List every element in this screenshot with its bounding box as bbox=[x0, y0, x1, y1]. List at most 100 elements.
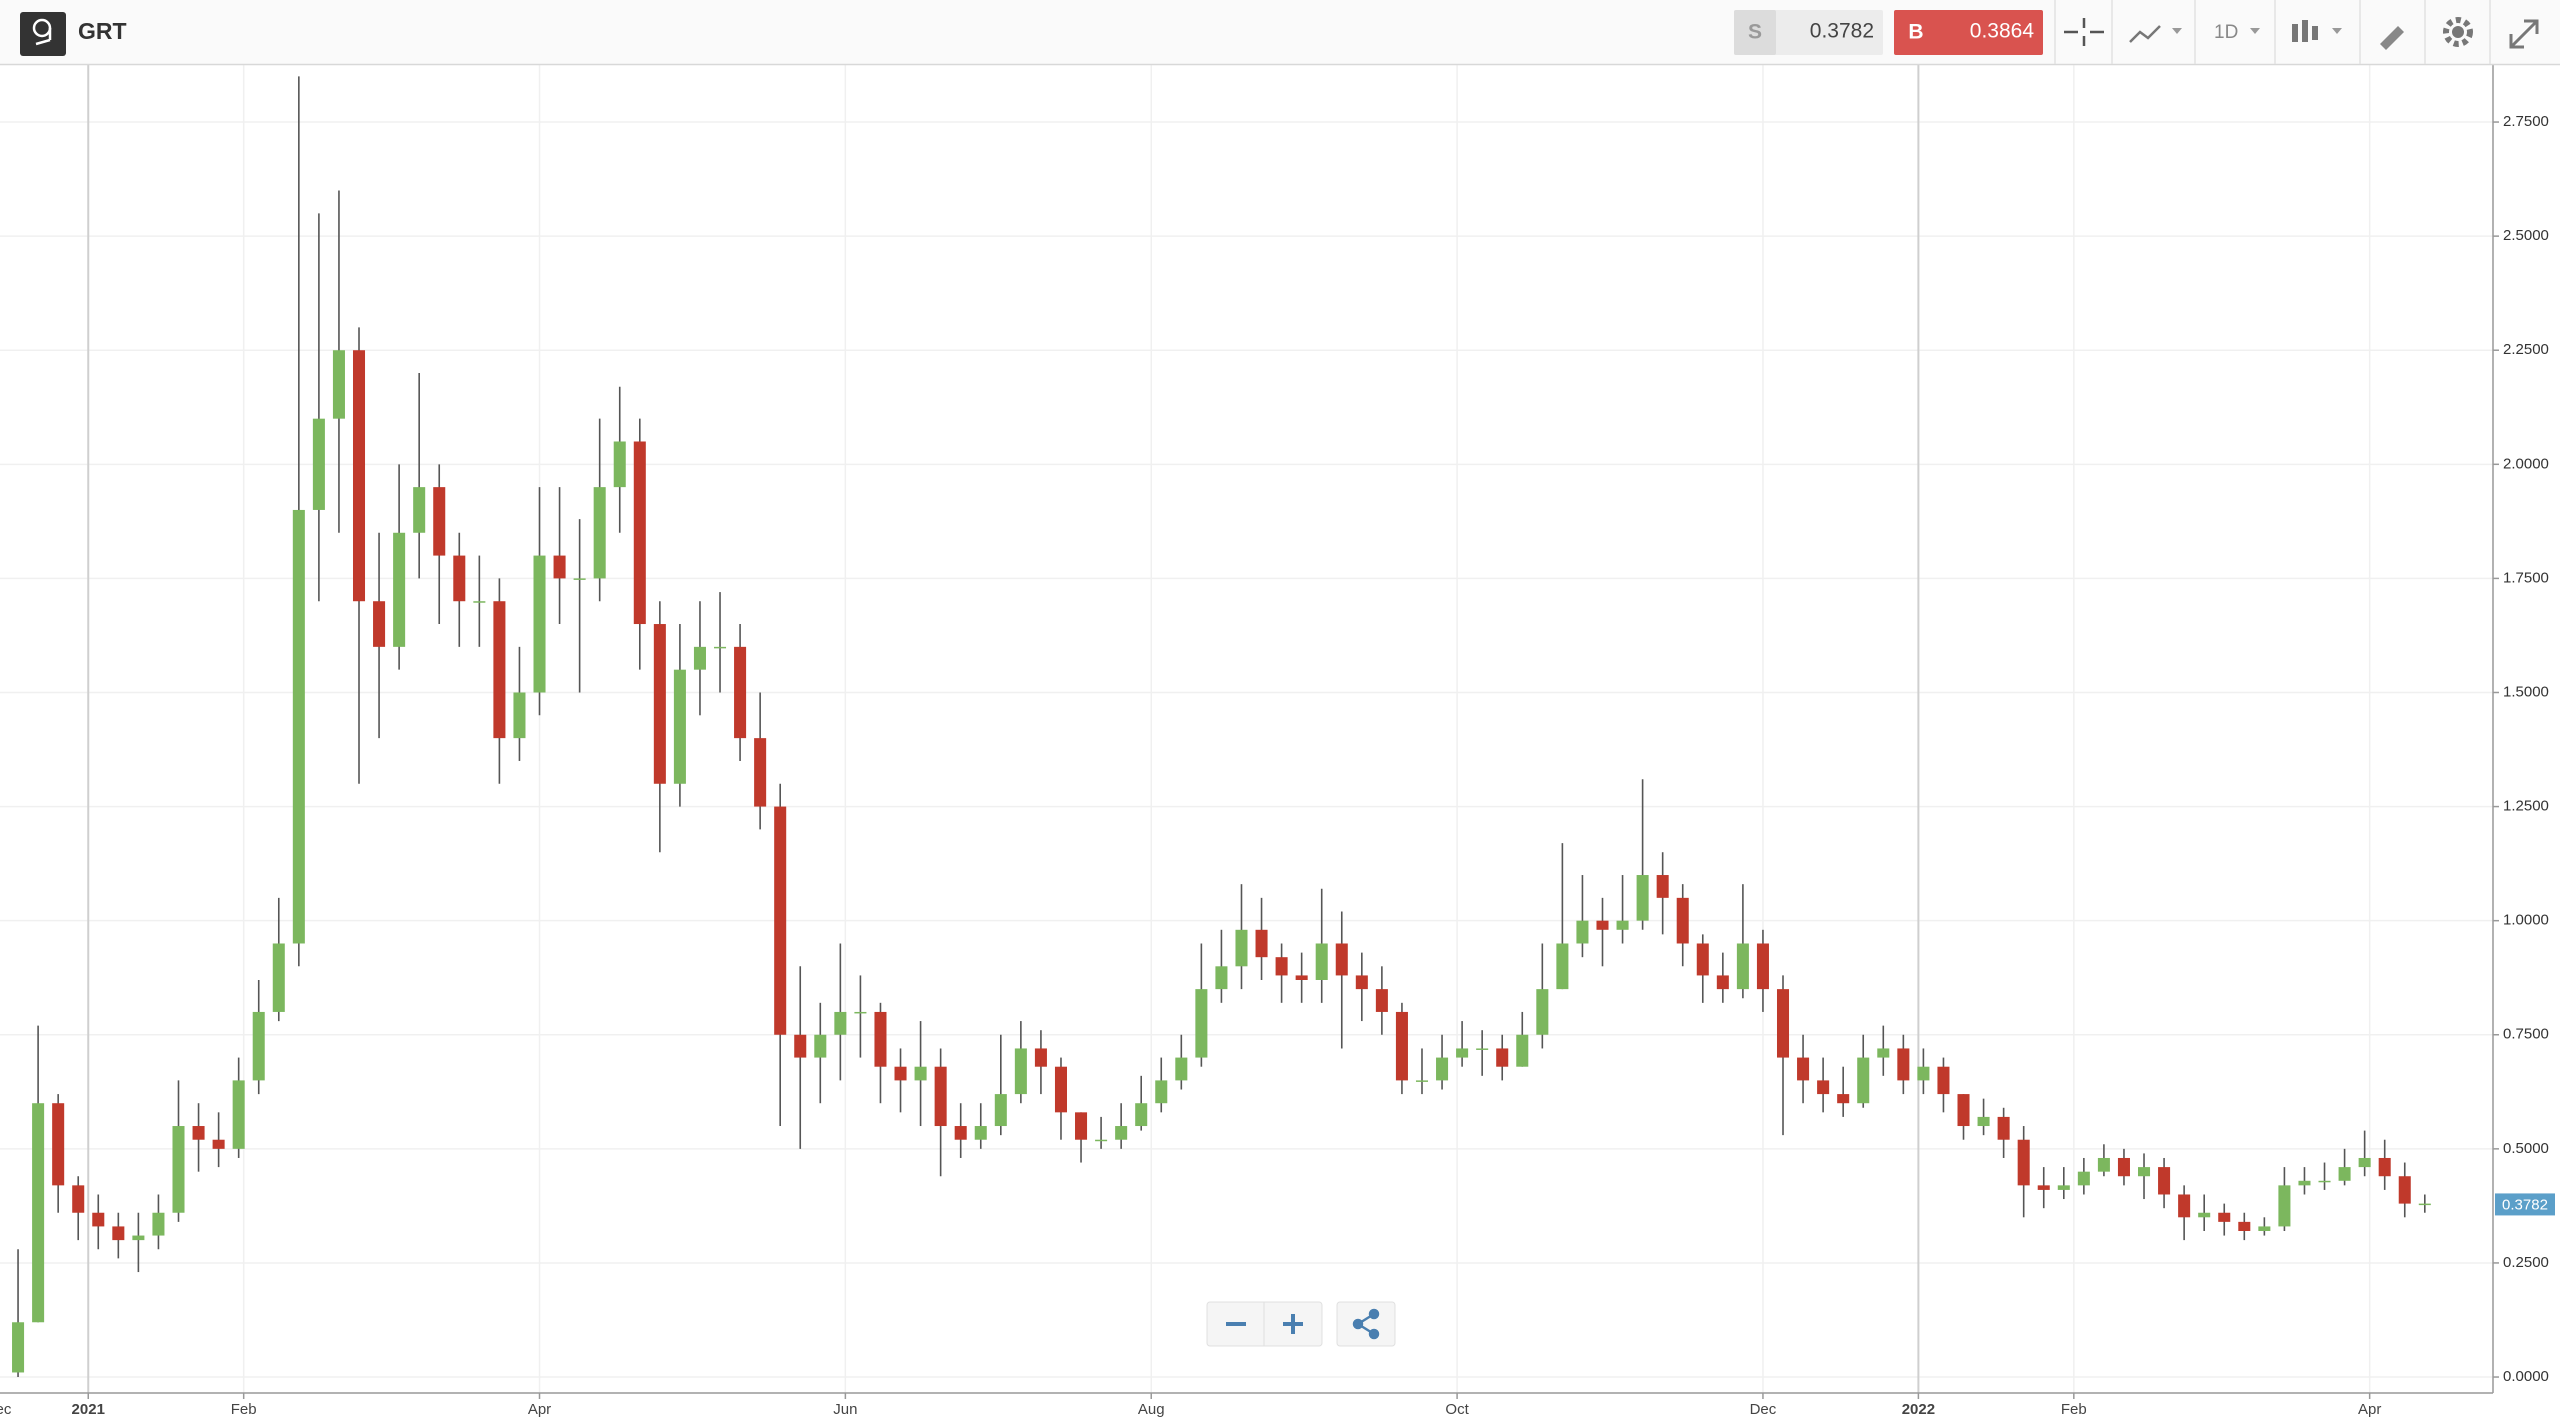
x-tick-label: Jun bbox=[833, 1401, 857, 1418]
candle-body bbox=[1054, 1066, 1067, 1113]
candle-body bbox=[1195, 989, 1208, 1058]
candle-body bbox=[613, 441, 626, 488]
candle-body bbox=[1776, 989, 1790, 1058]
candle-body bbox=[112, 1226, 125, 1241]
share-button[interactable] bbox=[1336, 1301, 1396, 1347]
interval[interactable]: 1D bbox=[2214, 22, 2238, 43]
candle-body bbox=[1335, 943, 1348, 976]
candle-body bbox=[2338, 1167, 2351, 1181]
x-tick-label: 2021 bbox=[72, 1401, 105, 1418]
candle-body bbox=[653, 624, 666, 784]
crosshair-button[interactable] bbox=[2064, 18, 2104, 46]
candle-body bbox=[1536, 989, 1549, 1035]
x-tick-label: Feb bbox=[2061, 1401, 2087, 1418]
candle-body bbox=[2218, 1212, 2231, 1222]
candle-body bbox=[1696, 943, 1709, 976]
candle-body bbox=[1716, 975, 1729, 990]
candle-body bbox=[2138, 1167, 2151, 1177]
candle-body bbox=[834, 1011, 847, 1035]
candle-body bbox=[192, 1126, 205, 1140]
candle-body bbox=[693, 646, 706, 670]
candle-body bbox=[1315, 943, 1328, 980]
settings-button[interactable] bbox=[2443, 17, 2473, 47]
candle-body bbox=[1034, 1048, 1047, 1067]
candle-body bbox=[553, 555, 566, 579]
y-tick-label: 2.5000 bbox=[2503, 227, 2549, 244]
dropdown-arrow bbox=[2332, 28, 2342, 34]
logo-mark bbox=[35, 38, 51, 46]
y-tick-label: 2.2500 bbox=[2503, 341, 2549, 358]
candle-body bbox=[1756, 943, 1769, 990]
candle-body bbox=[1496, 1048, 1509, 1067]
toolbar-background bbox=[0, 0, 2560, 64]
candle-body bbox=[2418, 1203, 2431, 1206]
x-tick-label: Apr bbox=[528, 1401, 551, 1418]
candle-body bbox=[954, 1126, 967, 1140]
candle-body bbox=[1516, 1034, 1529, 1067]
candle-body bbox=[1656, 875, 1669, 898]
candle-body bbox=[513, 692, 526, 739]
candle-body bbox=[774, 806, 787, 1035]
dropdown-arrow bbox=[2250, 28, 2260, 34]
candle-body bbox=[1917, 1066, 1930, 1081]
x-tick-label: Apr bbox=[2358, 1401, 2381, 1418]
candle-body bbox=[1456, 1048, 1469, 1058]
share-icon bbox=[1352, 1308, 1380, 1340]
y-tick-label: 1.0000 bbox=[2503, 912, 2549, 929]
x-tick-label: Aug bbox=[1138, 1401, 1165, 1418]
candle-body bbox=[2298, 1180, 2311, 1186]
candle-body bbox=[1355, 975, 1368, 990]
candle-body bbox=[734, 646, 747, 739]
y-tick-label: 1.2500 bbox=[2503, 798, 2549, 815]
candle-body bbox=[132, 1235, 145, 1241]
candle-body bbox=[2017, 1139, 2030, 1186]
indicator-button[interactable] bbox=[2129, 25, 2161, 43]
candle-body bbox=[1736, 943, 1749, 990]
candle-body bbox=[12, 1322, 25, 1373]
candle-body bbox=[473, 601, 486, 603]
candle-body bbox=[1837, 1094, 1850, 1104]
candle-body bbox=[754, 738, 767, 807]
fullscreen-button[interactable] bbox=[2509, 19, 2539, 49]
zoom-in-button[interactable] bbox=[1283, 1314, 1303, 1334]
candle-body bbox=[1877, 1048, 1890, 1058]
candle-body bbox=[1155, 1080, 1168, 1104]
candle-body bbox=[1275, 957, 1288, 976]
x-tick-label: Dec bbox=[1750, 1401, 1777, 1418]
draw-button[interactable] bbox=[2380, 26, 2404, 50]
candle-body bbox=[1616, 920, 1629, 930]
candle-body bbox=[292, 509, 305, 944]
buy-button[interactable] bbox=[1894, 10, 2043, 55]
candle-body bbox=[1997, 1116, 2010, 1140]
chart-type-button[interactable] bbox=[2292, 20, 2318, 42]
sell-price: 0.3782 bbox=[1810, 20, 1874, 43]
candle-body bbox=[2117, 1157, 2130, 1177]
settings-icon bbox=[2452, 26, 2464, 38]
sell-tag bbox=[1734, 10, 1776, 55]
candle-body bbox=[2318, 1180, 2331, 1183]
candle-body bbox=[1375, 989, 1388, 1012]
candle-body bbox=[2057, 1185, 2070, 1190]
last-price-tag bbox=[2495, 1193, 2555, 1216]
candle-body bbox=[593, 487, 606, 579]
candle-body bbox=[2238, 1221, 2251, 1231]
candle-body bbox=[2258, 1226, 2271, 1231]
candle-body bbox=[312, 418, 325, 510]
candle-body bbox=[2198, 1212, 2211, 1218]
candle-body bbox=[2358, 1157, 2371, 1168]
y-tick-label: 0.5000 bbox=[2503, 1140, 2549, 1157]
candle-body bbox=[1817, 1080, 1830, 1095]
candle-body bbox=[2158, 1167, 2171, 1195]
y-tick-label: 0.2500 bbox=[2503, 1254, 2549, 1271]
logo[interactable] bbox=[20, 12, 66, 56]
candle-body bbox=[1436, 1057, 1449, 1081]
candle-body bbox=[1215, 966, 1228, 990]
candle-body bbox=[1095, 1139, 1108, 1142]
candle-body bbox=[92, 1212, 105, 1227]
candle-body bbox=[493, 601, 506, 739]
candle-body bbox=[252, 1011, 265, 1081]
candle-body bbox=[1937, 1066, 1950, 1095]
candle-body bbox=[994, 1094, 1007, 1127]
candle-body bbox=[1395, 1011, 1408, 1081]
